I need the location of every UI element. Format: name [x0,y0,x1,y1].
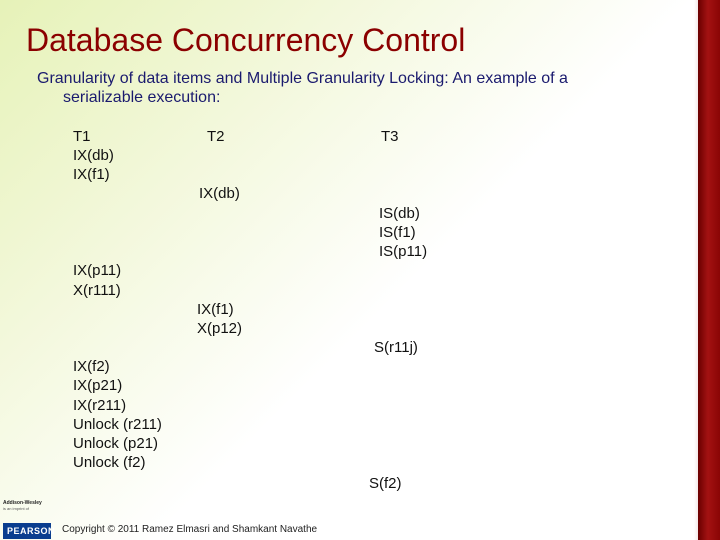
slide-subtitle: Granularity of data items and Multiple G… [37,69,677,107]
t1-op: Unlock (r211) [73,416,162,433]
t1-op: Unlock (f2) [73,454,146,471]
t3-op: S(r11j) [374,339,418,356]
t3-op: S(f2) [369,475,402,492]
t1-op: Unlock (p21) [73,435,159,452]
t3-op: IS(f1) [379,224,416,241]
header-t3: T3 [381,128,399,145]
t1-op: IX(r211) [73,397,127,414]
publisher-logo: Addison-Wesley is an imprint of PEARSON [3,500,55,539]
pearson-logo: PEARSON [3,523,55,539]
right-decorative-bar [698,0,720,540]
right-bar-shadow [694,0,698,540]
header-t1: T1 [73,128,91,145]
publisher-line-2: is an imprint of [3,506,30,511]
t2-op: IX(db) [199,185,240,202]
copyright-notice: Copyright © 2011 Ramez Elmasri and Shamk… [62,524,318,535]
t1-op: IX(f2) [73,358,110,375]
t1-op: X(r111) [73,282,121,299]
t2-op: X(p12) [197,320,243,337]
header-t2: T2 [207,128,225,145]
t1-op: IX(p11) [73,262,122,279]
t2-op: IX(f1) [197,301,234,318]
t1-op: IX(f1) [73,166,110,183]
subtitle-line-1: Granularity of data items and Multiple G… [37,70,568,87]
t1-op: IX(p21) [73,377,123,394]
t1-op: IX(db) [73,147,114,164]
publisher-line-1: Addison-Wesley [3,500,42,506]
subtitle-line-2: serializable execution: [63,89,221,106]
t3-op: IS(p11) [379,243,428,260]
slide-title: Database Concurrency Control [26,22,466,58]
t3-op: IS(db) [379,205,420,222]
